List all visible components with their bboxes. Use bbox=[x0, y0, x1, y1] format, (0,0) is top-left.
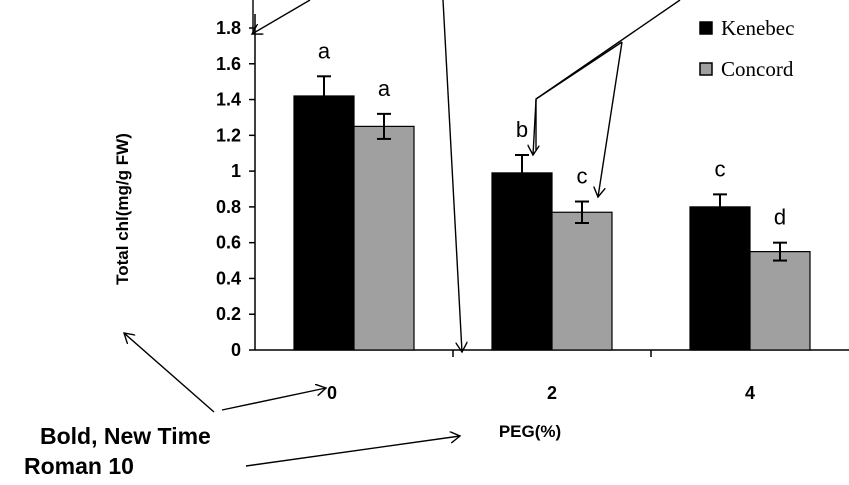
y-tick-label: 0.8 bbox=[216, 197, 241, 217]
arrow-to-y-axis-title bbox=[124, 333, 214, 412]
concord-bar bbox=[552, 212, 612, 350]
y-tick-label: 1.4 bbox=[216, 90, 241, 110]
legend-label: Concord bbox=[721, 57, 794, 81]
legend-swatch bbox=[700, 63, 712, 75]
arrow-legend-connector bbox=[536, 0, 680, 150]
annotation-line-1: Bold, New Time bbox=[40, 423, 211, 449]
concord-bar bbox=[354, 126, 414, 350]
arrow-legend-to-concord-bar bbox=[598, 42, 622, 197]
significance-letter: c bbox=[715, 156, 726, 181]
x-tick-label: 4 bbox=[745, 383, 755, 403]
y-tick-label: 1.6 bbox=[216, 54, 241, 74]
legend-label: Kenebec bbox=[721, 16, 794, 40]
arrow-to-x-tick bbox=[222, 388, 326, 410]
kenebec-bar bbox=[690, 207, 750, 350]
arrow-to-y-tick bbox=[252, 0, 310, 34]
concord-bar bbox=[750, 252, 810, 350]
y-tick-label: 0 bbox=[231, 340, 241, 360]
y-tick-label: 0.6 bbox=[216, 233, 241, 253]
y-axis-title: Total chl(mg/g FW) bbox=[113, 133, 132, 285]
significance-letter: b bbox=[516, 117, 528, 142]
y-tick-label: 1 bbox=[231, 161, 241, 181]
arrow-to-x-axis-title bbox=[246, 436, 460, 466]
x-tick-label: 2 bbox=[547, 383, 557, 403]
x-axis-title: PEG(%) bbox=[499, 422, 561, 441]
significance-letter: c bbox=[577, 164, 588, 189]
y-tick-label: 1.8 bbox=[216, 18, 241, 38]
legend: Kenebec Concord bbox=[700, 16, 794, 81]
x-tick-label: 0 bbox=[327, 383, 337, 403]
arrow-legend-connector-2 bbox=[536, 42, 622, 99]
annotation-line-2: Roman 10 bbox=[24, 453, 134, 479]
arrow-to-axis-tick bbox=[443, 0, 462, 352]
y-tick-label: 1.2 bbox=[216, 125, 241, 145]
kenebec-bar bbox=[492, 173, 552, 350]
significance-letter: d bbox=[774, 205, 786, 230]
significance-letter: a bbox=[378, 76, 391, 101]
y-tick-label: 0.4 bbox=[216, 268, 241, 288]
legend-swatch bbox=[700, 22, 712, 34]
y-tick-label: 0.2 bbox=[216, 304, 241, 324]
significance-letter: a bbox=[318, 38, 331, 63]
kenebec-bar bbox=[294, 96, 354, 350]
